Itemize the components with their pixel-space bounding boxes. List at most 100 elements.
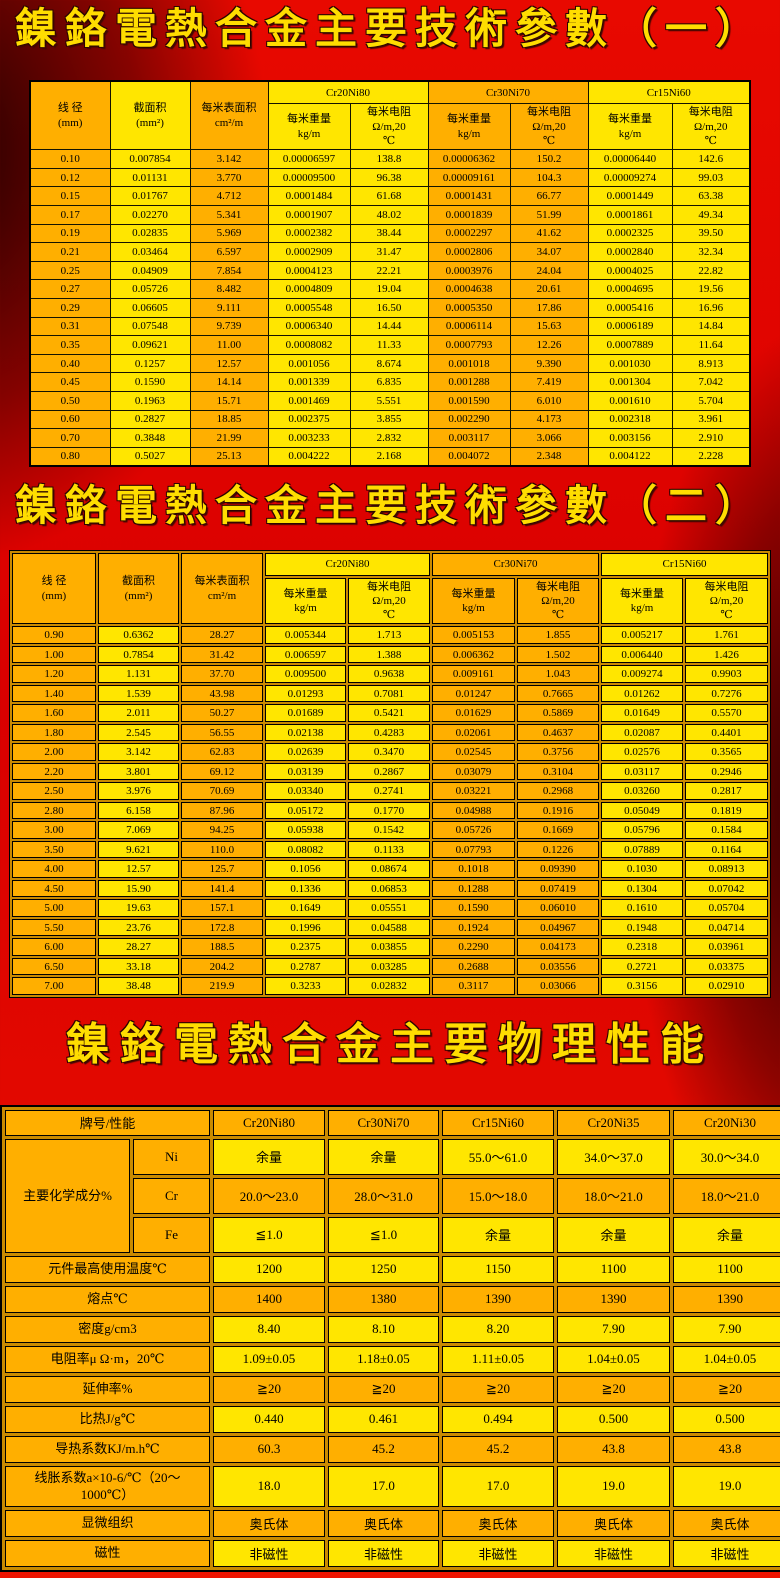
cell-value: 0.0001839 [427, 204, 511, 225]
table-row: 元件最高使用温度℃ 1200 1250 1150 1100 1100 [5, 1255, 780, 1283]
header-cross-section-area: 截面积 (mm²) [98, 552, 179, 625]
cell-value: 138.8 [349, 149, 429, 169]
table-row: 0.50 0.1963 15.71 0.001469 5.551 0.001590 6.01… [29, 390, 751, 411]
cell-value: 0.04967 [517, 918, 599, 937]
header-resistance-per-meter: 每米电阻 Ω/m,20 ℃ [517, 577, 599, 625]
cell-value: 0.005217 [601, 626, 683, 644]
cell-value: 0.001304 [587, 372, 673, 392]
table-header-row: 牌号/性能 Cr20Ni80 Cr30Ni70 Cr15Ni60 Cr20Ni3… [5, 1109, 780, 1136]
property-label: 线胀系数a×10-6/℃（20～ 1000℃） [5, 1465, 210, 1507]
cell-value: 6.50 [12, 957, 96, 976]
cell-value: 1200 [213, 1255, 325, 1283]
cell-value: 69.12 [181, 762, 263, 781]
cell-value: 34.07 [509, 242, 589, 262]
cell-value: 2.50 [12, 782, 96, 800]
cell-value: 48.02 [349, 204, 429, 225]
cell-value: 0.25 [29, 260, 111, 281]
cell-value: 33.18 [98, 957, 179, 976]
cell-value: 0.1649 [265, 899, 346, 917]
header-alloy-cr15ni60: Cr15Ni60 [442, 1109, 554, 1136]
cell-value: 11.64 [671, 335, 751, 355]
cell-value: 0.60 [29, 409, 111, 430]
cell-value: 12.57 [189, 353, 269, 374]
cell-value: 0.4283 [348, 723, 430, 742]
cell-value: 0.0002840 [587, 242, 673, 262]
cell-value: 0.494 [442, 1405, 554, 1433]
cell-value: 0.002290 [427, 409, 511, 430]
cell-value: 1.855 [517, 626, 599, 644]
cell-value: 0.04909 [109, 260, 191, 281]
section-title-2: 鎳鉻電熱合金主要技術參數（二） [14, 484, 765, 531]
cell-value: 16.50 [349, 297, 429, 318]
cell-value: 3.50 [12, 840, 96, 859]
cell-value: 0.440 [213, 1405, 325, 1433]
table-row: 4.00 12.57 125.7 0.1056 0.08674 0.1018 0.09390… [12, 860, 768, 878]
header-alloy-cr15ni60: Cr15Ni60 [601, 552, 768, 576]
cell-value: 4.173 [509, 409, 589, 430]
table-header: 线 径 (mm) 截面积 (mm²) 每米表面积 cm²/m Cr20Ni80 … [29, 80, 751, 151]
cell-value: 14.84 [671, 316, 751, 337]
cell-value: 0.05551 [348, 899, 430, 917]
cell-value: 1.713 [348, 626, 430, 644]
cell-value: 奥氏体 [213, 1509, 325, 1537]
cell-value: 非磁性 [442, 1539, 554, 1567]
cell-value: 0.1963 [109, 390, 191, 411]
table-row: 0.15 0.01767 4.712 0.0001484 61.68 0.0001431 6… [29, 186, 751, 206]
cell-value: 0.5570 [685, 704, 768, 722]
cell-value: 43.8 [673, 1435, 780, 1463]
cell-value: 0.06853 [348, 879, 430, 898]
cell-value: 7.042 [671, 372, 751, 392]
cell-value: 0.05938 [265, 821, 346, 839]
cell-value: 5.551 [349, 390, 429, 411]
cell-value: 0.9638 [348, 665, 430, 683]
cell-value: 4.712 [189, 186, 269, 206]
cell-value: 2.910 [671, 428, 751, 448]
cell-value: 0.03079 [432, 762, 515, 781]
cell-value: 172.8 [181, 918, 263, 937]
cell-value: 1.043 [517, 665, 599, 683]
table-row: 0.90 0.6362 28.27 0.005344 1.713 0.005153 1.85… [12, 626, 768, 644]
table-row: 2.20 3.801 69.12 0.03139 0.2867 0.03079 0.3104… [12, 762, 768, 781]
header-alloy-cr20ni30: Cr20Ni30 [673, 1109, 780, 1136]
cell-value: 5.704 [671, 390, 751, 411]
cell-value: 8.40 [213, 1315, 325, 1343]
table-row: 0.21 0.03464 6.597 0.0002909 31.47 0.0002806 3… [29, 242, 751, 262]
table-row: 5.50 23.76 172.8 0.1996 0.04588 0.1924 0.04967… [12, 918, 768, 937]
property-label: 元件最高使用温度℃ [5, 1255, 210, 1283]
header-surface-area-per-meter: 每米表面积 cm²/m [189, 80, 269, 151]
header-alloy-cr20ni80: Cr20Ni80 [265, 552, 430, 576]
cell-value: 39.50 [671, 223, 751, 244]
cell-value: 0.009161 [432, 665, 515, 683]
cell-value: 0.01131 [109, 167, 191, 188]
cell-value: 余量 [213, 1138, 325, 1175]
cell-value: 余量 [673, 1216, 780, 1253]
cell-value: 0.0001449 [587, 186, 673, 206]
cell-value: 20.0～23.0 [213, 1177, 325, 1214]
cell-value: 9.111 [189, 297, 269, 318]
cell-value: 28.27 [181, 626, 263, 644]
cell-value: 1.04±0.05 [557, 1345, 670, 1373]
cell-value: 3.142 [189, 149, 269, 169]
cell-value: 0.31 [29, 316, 111, 337]
cell-value: 7.419 [509, 372, 589, 392]
cell-value: 0.2867 [348, 762, 430, 781]
cell-value: 1.539 [98, 684, 179, 703]
cell-value: 0.001018 [427, 353, 511, 374]
cell-value: 0.0001431 [427, 186, 511, 206]
cell-value: 0.0006189 [587, 316, 673, 337]
header-weight-per-meter: 每米重量 kg/m [432, 577, 515, 625]
cell-value: 1150 [442, 1255, 554, 1283]
header-alloy-cr20ni35: Cr20Ni35 [557, 1109, 670, 1136]
cell-value: 2.168 [349, 446, 429, 467]
cell-value: 0.003233 [267, 428, 351, 448]
cell-value: 5.00 [12, 899, 96, 917]
cell-value: 0.001339 [267, 372, 351, 392]
cell-value: 0.02270 [109, 204, 191, 225]
cell-value: 0.001590 [427, 390, 511, 411]
cell-value: 0.45 [29, 372, 111, 392]
cell-value: 奥氏体 [442, 1509, 554, 1537]
cell-value: 1.502 [517, 645, 599, 664]
chem-element-label: Fe [133, 1216, 210, 1253]
cell-value: 6.158 [98, 801, 179, 820]
tech-params-table-2: 线 径 (mm) 截面积 (mm²) 每米表面积 cm²/m Cr20Ni80 … [9, 549, 771, 998]
